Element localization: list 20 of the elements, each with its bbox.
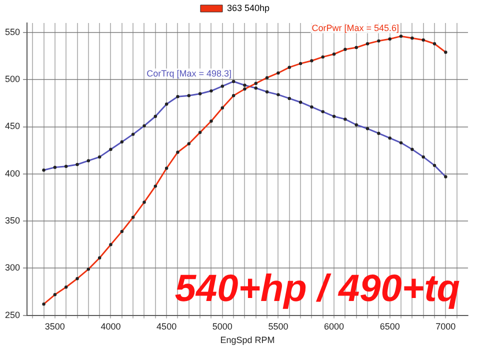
x-tick-label: 6500 [380, 321, 400, 332]
x-tick-label: 7000 [436, 321, 456, 332]
y-tick-label: 550 [4, 26, 20, 37]
x-axis-title: EngSpd RPM [220, 335, 275, 346]
legend-label: 363 540hp [226, 2, 270, 13]
x-tick-label: 4000 [100, 321, 121, 332]
x-tick-label: 6000 [324, 321, 344, 332]
y-tick-label: 350 [4, 216, 20, 226]
annotation: CorPwr [Max = 545.6] [312, 23, 400, 34]
x-tick-label: 4500 [156, 321, 177, 332]
annotation: 540+hp / 490+tq [174, 268, 460, 310]
x-tick-label: 3500 [44, 321, 65, 332]
y-tick-label: 450 [4, 121, 20, 132]
annotation: CorTrq [Max = 498.3] [146, 68, 232, 78]
y-tick-label: 250 [4, 310, 20, 320]
x-tick-label: 5000 [212, 321, 232, 332]
y-tick-label: 500 [4, 74, 20, 84]
y-tick-label: 300 [4, 262, 20, 273]
y-tick-label: 400 [4, 168, 20, 178]
x-tick-label: 5500 [268, 321, 288, 332]
